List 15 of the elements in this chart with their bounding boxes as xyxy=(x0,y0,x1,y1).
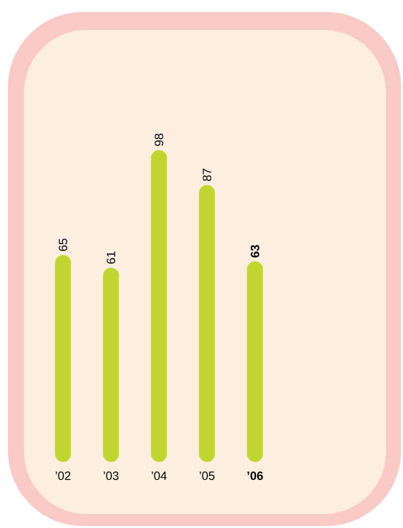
data-label: 65 xyxy=(58,238,68,251)
bar xyxy=(246,261,263,462)
bar xyxy=(150,150,167,462)
x-tick-label: ’03 xyxy=(104,472,118,480)
bar xyxy=(55,255,71,462)
bar xyxy=(198,185,215,462)
x-tick-label: ’02 xyxy=(56,472,70,480)
x-tick-label: ’05 xyxy=(200,472,214,480)
data-label: 61 xyxy=(106,252,116,264)
x-tick-label: ’06 xyxy=(247,472,263,480)
data-label: 87 xyxy=(202,168,212,181)
x-tick-label: ’04 xyxy=(152,472,167,480)
data-label: 63 xyxy=(250,244,260,258)
bar xyxy=(103,268,119,462)
data-label: 98 xyxy=(154,134,164,146)
